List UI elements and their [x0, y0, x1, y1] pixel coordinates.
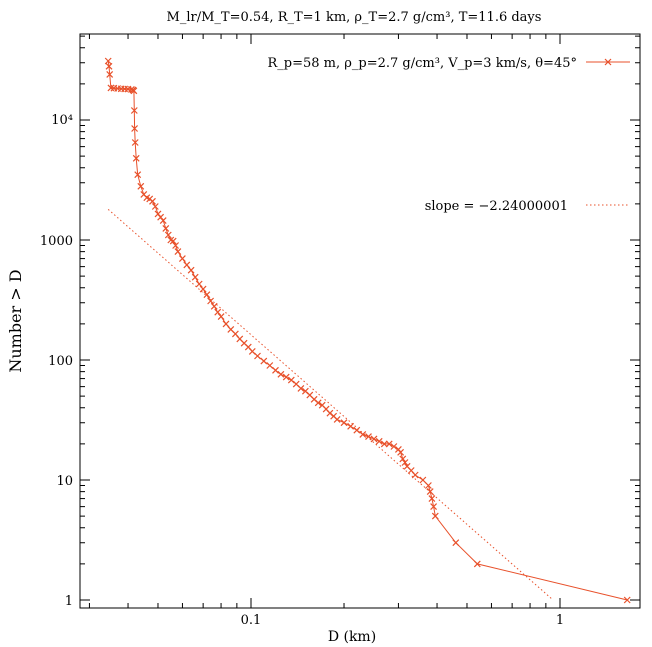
- data-point: [473, 560, 481, 568]
- data-point: [428, 495, 436, 503]
- data-point: [178, 255, 186, 263]
- data-point: [287, 376, 295, 384]
- data-point: [131, 139, 139, 146]
- x-axis-label: D (km): [328, 629, 376, 645]
- data-point: [282, 373, 290, 381]
- data-point: [333, 415, 341, 423]
- data-point: [297, 384, 305, 392]
- data-point: [365, 433, 372, 441]
- data-point: [314, 399, 322, 407]
- data-point: [131, 125, 139, 132]
- plot-frame: [79, 33, 641, 609]
- data-point: [390, 443, 398, 450]
- series-lines: [107, 60, 628, 601]
- data-point: [277, 370, 285, 378]
- chart-title: M_lr/M_T=0.54, R_T=1 km, ρ_T=2.7 g/cm³, …: [167, 10, 542, 25]
- data-point: [452, 539, 460, 547]
- data-point: [106, 70, 114, 78]
- data-point: [385, 440, 393, 448]
- data-point: [266, 362, 274, 369]
- data-point: [419, 476, 427, 484]
- legend-marker-main: [604, 58, 612, 66]
- data-point: [397, 448, 405, 456]
- data-point: [172, 242, 180, 249]
- y-tick-label-1: 1: [65, 594, 73, 609]
- data-point: [187, 266, 195, 274]
- data-point: [411, 471, 419, 479]
- data-point: [370, 435, 378, 443]
- data-point: [272, 366, 279, 374]
- data-point: [359, 430, 367, 438]
- data-point: [424, 482, 432, 489]
- y-tick-label-10: 10: [56, 474, 73, 489]
- data-point: [214, 308, 222, 316]
- data-point: [401, 459, 409, 466]
- legend-label-slope: slope = −2.24000001: [425, 199, 568, 214]
- data-point: [195, 280, 203, 288]
- y-axis-ticks: [80, 35, 640, 601]
- data-point: [164, 231, 172, 239]
- data-point: [203, 291, 211, 299]
- x-axis-ticks: [88, 34, 561, 608]
- data-point: [340, 419, 348, 427]
- y-tick-label-100: 100: [48, 354, 73, 369]
- data-point: [399, 455, 407, 463]
- data-point: [162, 224, 170, 232]
- data-point: [130, 107, 138, 114]
- data-point: [159, 217, 167, 225]
- data-point: [104, 57, 112, 65]
- y-axis-label: Number > D: [6, 269, 25, 372]
- data-point: [137, 182, 145, 190]
- data-point: [375, 437, 383, 445]
- data-point: [217, 313, 225, 321]
- data-point: [426, 488, 434, 496]
- data-point: [260, 357, 268, 365]
- y-tick-label-10000: 10⁴: [51, 113, 73, 128]
- data-point: [132, 154, 140, 162]
- slope-fit-line: [107, 209, 554, 601]
- x-tick-label-0.1: 0.1: [241, 613, 262, 628]
- data-point: [254, 352, 261, 360]
- data-point: [430, 503, 438, 511]
- data-point: [222, 320, 230, 328]
- data-point: [183, 261, 191, 269]
- series-markers: [104, 57, 631, 604]
- x-tick-label-1: 1: [556, 613, 564, 628]
- data-point: [380, 440, 388, 448]
- data-point: [347, 422, 355, 430]
- data-point: [191, 273, 199, 281]
- data-point: [199, 285, 207, 293]
- data-point: [174, 248, 182, 256]
- data-point: [149, 197, 156, 205]
- data-point: [623, 596, 631, 604]
- legend: R_p=58 m, ρ_p=2.7 g/cm³, V_p=3 km/s, θ=4…: [267, 56, 630, 214]
- data-point: [431, 512, 439, 520]
- data-point: [151, 203, 159, 210]
- data-point: [105, 62, 113, 70]
- legend-label-main: R_p=58 m, ρ_p=2.7 g/cm³, V_p=3 km/s, θ=4…: [267, 56, 577, 71]
- data-point: [134, 171, 142, 179]
- data-point: [130, 87, 138, 95]
- data-point: [207, 297, 215, 305]
- data-point: [169, 237, 177, 245]
- y-tick-label-1000: 1000: [40, 234, 73, 249]
- data-point: [210, 302, 218, 310]
- series-line-main: [107, 60, 628, 601]
- data-point: [353, 426, 361, 434]
